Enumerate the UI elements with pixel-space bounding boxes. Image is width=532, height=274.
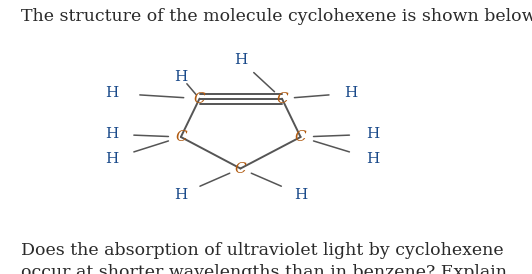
Text: H: H [234, 53, 247, 67]
Text: C: C [276, 92, 288, 106]
Text: Does the absorption of ultraviolet light by cyclohexene: Does the absorption of ultraviolet light… [21, 242, 504, 259]
Text: H: H [105, 152, 118, 166]
Text: C: C [194, 92, 205, 106]
Text: occur at shorter wavelengths than in benzene? Explain.: occur at shorter wavelengths than in ben… [21, 264, 513, 274]
Text: C: C [295, 130, 306, 144]
Text: C: C [235, 161, 246, 176]
Text: H: H [366, 127, 379, 141]
Text: C: C [175, 130, 187, 144]
Text: H: H [345, 86, 358, 100]
Text: H: H [174, 187, 187, 202]
Text: H: H [294, 187, 307, 202]
Text: H: H [105, 86, 118, 100]
Text: The structure of the molecule cyclohexene is shown below:: The structure of the molecule cyclohexen… [21, 8, 532, 25]
Text: H: H [174, 70, 187, 84]
Text: H: H [105, 127, 118, 141]
Text: H: H [366, 152, 379, 166]
